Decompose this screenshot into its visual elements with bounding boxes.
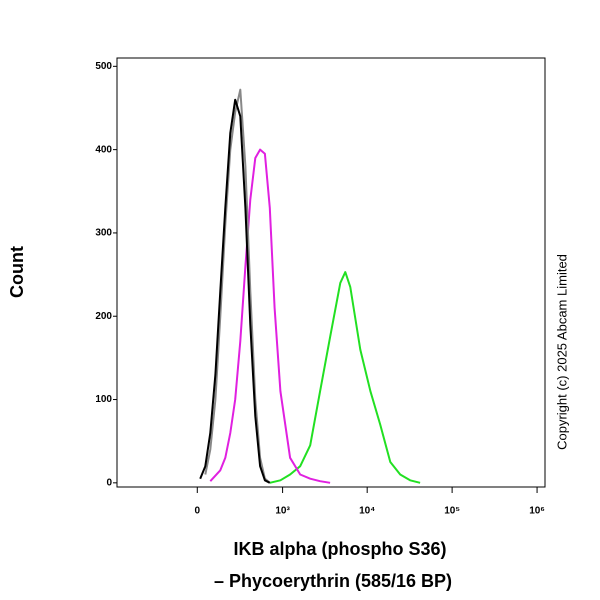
histogram-line bbox=[269, 271, 421, 484]
x-tick-label: 10⁶ bbox=[529, 506, 545, 517]
x-tick-label: 10⁵ bbox=[444, 506, 460, 517]
x-tick-label: 10⁴ bbox=[359, 506, 375, 517]
x-tick-label: 10³ bbox=[275, 506, 290, 517]
copyright: Copyright (c) 2025 Abcam Limited bbox=[554, 254, 569, 450]
y-tick-label: 100 bbox=[95, 394, 112, 405]
histogram-line bbox=[209, 148, 331, 484]
plot-frame bbox=[116, 57, 546, 488]
x-axis-title: – Phycoerythrin (585/16 BP) bbox=[214, 571, 452, 591]
histogram-line bbox=[199, 98, 271, 484]
y-axis-title: Count bbox=[7, 246, 27, 298]
y-tick-label: 500 bbox=[95, 61, 112, 72]
y-tick-label: 200 bbox=[95, 311, 112, 322]
y-tick-label: 400 bbox=[95, 144, 112, 155]
y-tick-label: 300 bbox=[95, 228, 112, 239]
x-tick-label: 0 bbox=[195, 506, 201, 517]
x-axis-title: IKB alpha (phospho S36) bbox=[233, 539, 446, 559]
y-tick-label: 0 bbox=[106, 477, 112, 488]
